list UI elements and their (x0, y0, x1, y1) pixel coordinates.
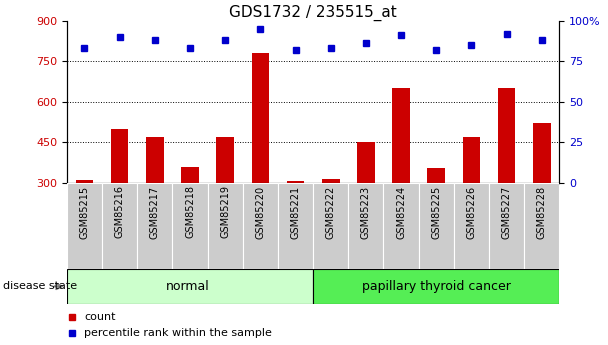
Bar (384, 183, 419, 269)
Bar (207, 183, 243, 269)
Bar (533, 124, 551, 183)
Text: GSM85226: GSM85226 (466, 186, 477, 238)
Bar (181, 167, 199, 183)
Bar (498, 88, 516, 183)
Bar (137, 183, 173, 269)
Text: GSM85221: GSM85221 (291, 186, 300, 238)
Bar (252, 53, 269, 183)
Bar (111, 129, 128, 183)
Text: normal: normal (165, 280, 209, 293)
Bar (278, 183, 313, 269)
Bar (322, 179, 339, 183)
Text: GSM85220: GSM85220 (255, 186, 265, 238)
Bar (524, 183, 559, 269)
Bar (313, 183, 348, 269)
Bar (313, 269, 559, 304)
Bar (357, 142, 375, 183)
Text: percentile rank within the sample: percentile rank within the sample (84, 328, 272, 338)
Bar (146, 137, 164, 183)
Text: GSM85225: GSM85225 (431, 186, 441, 239)
Text: GSM85216: GSM85216 (115, 186, 125, 238)
Bar (243, 183, 278, 269)
Text: GSM85217: GSM85217 (150, 186, 160, 238)
Bar (427, 168, 445, 183)
Bar (419, 183, 454, 269)
Bar (216, 137, 234, 183)
Text: count: count (84, 312, 116, 322)
Bar (454, 183, 489, 269)
Text: GSM85222: GSM85222 (326, 186, 336, 239)
Bar (463, 137, 480, 183)
Bar (67, 269, 313, 304)
Text: GSM85219: GSM85219 (220, 186, 230, 238)
Bar (102, 183, 137, 269)
Bar (489, 183, 524, 269)
Bar (75, 180, 93, 183)
Title: GDS1732 / 235515_at: GDS1732 / 235515_at (229, 4, 397, 21)
Bar (348, 183, 384, 269)
Bar (67, 183, 102, 269)
Bar (173, 183, 207, 269)
Bar (392, 88, 410, 183)
Text: GSM85215: GSM85215 (80, 186, 89, 238)
Text: GSM85224: GSM85224 (396, 186, 406, 238)
Text: GSM85227: GSM85227 (502, 186, 511, 239)
Text: disease state: disease state (3, 282, 77, 291)
Bar (287, 181, 305, 183)
Text: GSM85218: GSM85218 (185, 186, 195, 238)
Text: GSM85223: GSM85223 (361, 186, 371, 238)
Text: GSM85228: GSM85228 (537, 186, 547, 238)
Text: papillary thyroid cancer: papillary thyroid cancer (362, 280, 511, 293)
